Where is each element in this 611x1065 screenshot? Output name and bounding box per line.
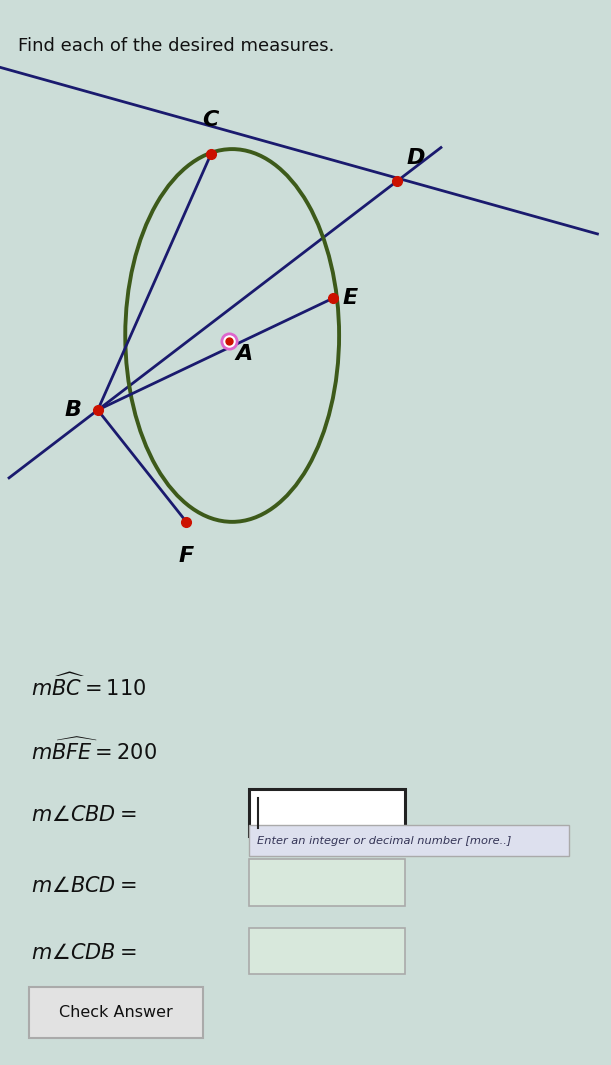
Text: $m\angle CBD =$: $m\angle CBD =$ — [31, 805, 136, 824]
FancyBboxPatch shape — [249, 928, 405, 974]
Text: Find each of the desired measures.: Find each of the desired measures. — [18, 37, 335, 55]
Text: $m\angle BCD =$: $m\angle BCD =$ — [31, 876, 136, 896]
FancyBboxPatch shape — [29, 987, 203, 1038]
FancyBboxPatch shape — [249, 859, 405, 906]
Text: E: E — [343, 289, 357, 308]
FancyBboxPatch shape — [249, 825, 569, 856]
Text: B: B — [65, 400, 82, 420]
Text: Check Answer: Check Answer — [59, 1005, 173, 1020]
Text: $m\widehat{BFE} = 200$: $m\widehat{BFE} = 200$ — [31, 737, 156, 765]
Text: $m\angle CDB =$: $m\angle CDB =$ — [31, 944, 136, 963]
Text: F: F — [179, 546, 194, 566]
Text: D: D — [406, 148, 425, 167]
Text: Enter an integer or decimal number [more..]: Enter an integer or decimal number [more… — [257, 836, 511, 846]
FancyBboxPatch shape — [249, 789, 405, 836]
Text: A: A — [236, 344, 253, 363]
Text: C: C — [203, 111, 219, 130]
Text: $m\widehat{BC} = 110$: $m\widehat{BC} = 110$ — [31, 673, 146, 701]
